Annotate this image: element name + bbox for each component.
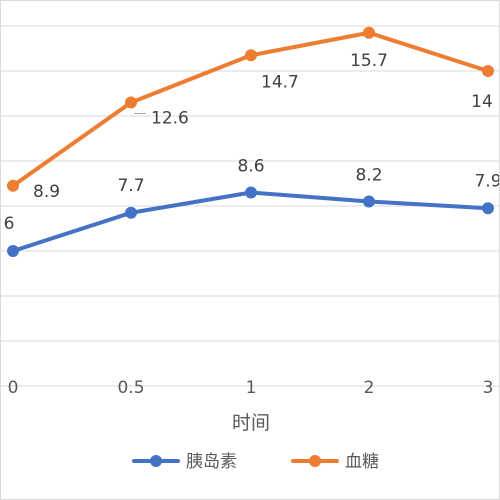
data-label: 14.7 <box>261 72 299 92</box>
series-line <box>11 190 490 253</box>
gridlines <box>1 25 499 387</box>
x-tick-label: 3 <box>483 378 494 398</box>
legend-point-marker <box>150 455 162 467</box>
data-point[interactable] <box>245 186 257 199</box>
x-tick-label: 1 <box>246 378 257 398</box>
data-label: 7.9 <box>474 171 500 191</box>
data-label: 6 <box>4 214 15 234</box>
data-label: 15.7 <box>350 51 388 71</box>
series-胰岛素 <box>7 186 494 257</box>
legend-item[interactable]: 胰岛素 <box>132 452 237 472</box>
data-point[interactable] <box>7 245 19 257</box>
data-label: 8.6 <box>237 157 264 177</box>
data-label: 8.9 <box>33 182 60 202</box>
x-tick-label: 0 <box>8 378 19 398</box>
x-axis-title: 时间 <box>232 412 270 434</box>
data-point[interactable] <box>363 195 375 208</box>
data-label: 12.6 <box>151 109 189 129</box>
x-axis-ticks: 0 0.5 1 2 3 <box>8 378 494 398</box>
x-tick-label: 0.5 <box>117 378 144 398</box>
data-point[interactable] <box>363 26 375 39</box>
series-group <box>7 26 494 257</box>
data-point[interactable] <box>125 206 137 219</box>
data-labels: 6 7.7 8.6 8.2 7.9 8.9 12.6 14.7 15.7 14 <box>4 51 500 234</box>
data-label: 14 <box>471 92 493 112</box>
data-point[interactable] <box>482 202 494 215</box>
data-point[interactable] <box>7 179 19 192</box>
legend-label: 胰岛素 <box>186 452 237 472</box>
data-label: 8.2 <box>355 166 382 186</box>
series-血糖 <box>7 26 494 192</box>
legend-item[interactable]: 血糖 <box>291 452 379 472</box>
data-point[interactable] <box>125 96 137 109</box>
x-tick-label: 2 <box>364 378 375 398</box>
legend-label: 血糖 <box>345 452 379 472</box>
data-point[interactable] <box>245 49 257 62</box>
data-point[interactable] <box>482 65 494 77</box>
legend-point-marker <box>309 455 321 467</box>
data-label: 7.7 <box>117 176 144 196</box>
legend[interactable]: 胰岛素 血糖 <box>132 452 379 472</box>
